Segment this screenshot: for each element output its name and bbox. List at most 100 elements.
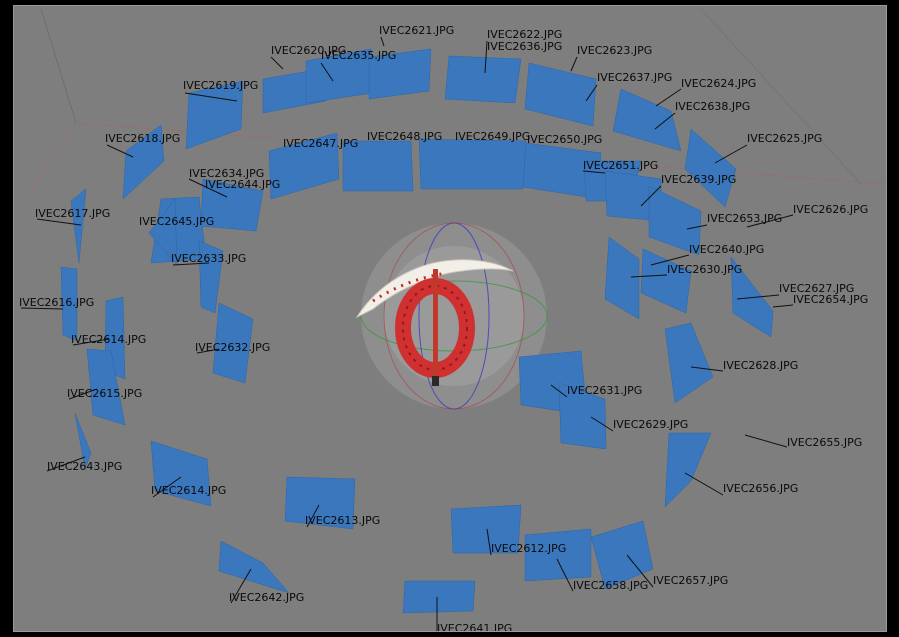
camera-label[interactable]: IVEC2621.JPG: [379, 24, 454, 37]
camera-frustum[interactable]: [664, 432, 712, 508]
camera-label-leader: [46, 456, 86, 472]
camera-frustum[interactable]: [268, 132, 340, 200]
model-group[interactable]: [355, 222, 548, 410]
camera-label[interactable]: IVEC2628.JPG: [723, 359, 798, 372]
camera-label[interactable]: IVEC2617.JPG: [35, 207, 110, 220]
camera-frustum[interactable]: [450, 504, 522, 554]
camera-label-leader: [590, 416, 614, 432]
camera-frustum[interactable]: [70, 188, 87, 264]
camera-frustum[interactable]: [150, 440, 212, 507]
camera-frustum[interactable]: [284, 476, 356, 530]
camera-label[interactable]: IVEC2656.JPG: [723, 482, 798, 495]
camera-label[interactable]: IVEC2624.JPG: [681, 77, 756, 90]
camera-label[interactable]: IVEC2614.JPG: [151, 484, 226, 497]
camera-label[interactable]: IVEC2657.JPG: [653, 574, 728, 587]
camera-label[interactable]: IVEC2625.JPG: [747, 132, 822, 145]
camera-frustum[interactable]: [122, 124, 165, 200]
camera-label[interactable]: IVEC2658.JPG: [573, 579, 648, 592]
camera-label[interactable]: IVEC2654.JPG: [793, 293, 868, 306]
camera-label-leader: [550, 384, 568, 398]
camera-label[interactable]: IVEC2635.JPG: [321, 49, 396, 62]
3d-viewport[interactable]: IVEC2621.JPG IVEC2622.JPG IVEC2636.JPG IVEC…: [13, 5, 887, 632]
camera-label[interactable]: IVEC2641.JPG: [437, 622, 512, 632]
camera-frustum[interactable]: [684, 128, 737, 208]
camera-label-leader: [714, 144, 748, 164]
camera-label[interactable]: IVEC2622.JPG: [487, 28, 562, 41]
camera-label-leader: [72, 338, 110, 346]
camera-label-leader: [68, 388, 98, 400]
camera-label[interactable]: IVEC2612.JPG: [491, 542, 566, 555]
camera-label-leader: [684, 472, 724, 496]
camera-label-leader: [380, 36, 385, 47]
camera-label-leader: [570, 56, 578, 72]
camera-frustum[interactable]: [612, 88, 682, 152]
camera-label[interactable]: IVEC2629.JPG: [613, 418, 688, 431]
camera-frustum[interactable]: [444, 55, 522, 104]
camera-frustum[interactable]: [590, 520, 654, 590]
camera-frustum[interactable]: [342, 140, 414, 192]
camera-label[interactable]: IVEC2627.JPG: [779, 282, 854, 295]
camera-frustum[interactable]: [402, 580, 476, 614]
camera-label[interactable]: IVEC2618.JPG: [105, 132, 180, 145]
camera-frustum[interactable]: [198, 240, 224, 314]
camera-label[interactable]: IVEC2613.JPG: [305, 514, 380, 527]
camera-frustum[interactable]: [86, 348, 126, 426]
camera-frustum[interactable]: [418, 138, 527, 190]
camera-label[interactable]: IVEC2632.JPG: [195, 341, 270, 354]
camera-label-leader: [486, 528, 492, 556]
camera-frustum[interactable]: [604, 236, 640, 320]
camera-frustum[interactable]: [148, 198, 178, 266]
camera-frustum[interactable]: [524, 528, 592, 582]
camera-frustum[interactable]: [640, 248, 692, 314]
camera-label[interactable]: IVEC2634.JPG: [189, 167, 264, 180]
camera-label-leader: [772, 304, 794, 308]
camera-frustum[interactable]: [730, 256, 774, 338]
camera-label[interactable]: IVEC2615.JPG: [67, 387, 142, 400]
camera-frustum[interactable]: [664, 322, 714, 404]
camera-frustum[interactable]: [60, 266, 78, 342]
camera-label[interactable]: IVEC2636.JPG: [487, 40, 562, 53]
camera-label-leader: [744, 434, 788, 448]
camera-frustum[interactable]: [218, 540, 290, 594]
camera-label[interactable]: IVEC2614.JPG: [71, 333, 146, 346]
camera-label-leader: [172, 262, 210, 266]
camera-label[interactable]: IVEC2637.JPG: [597, 71, 672, 84]
camera-label[interactable]: IVEC2623.JPG: [577, 44, 652, 57]
camera-label-leader: [188, 178, 228, 198]
pickaxe-head-detail: [372, 271, 448, 303]
camera-label[interactable]: IVEC2626.JPG: [793, 203, 868, 216]
camera-label[interactable]: IVEC2642.JPG: [229, 591, 304, 604]
camera-label[interactable]: IVEC2643.JPG: [47, 460, 122, 473]
camera-frustum[interactable]: [368, 48, 432, 100]
camera-label[interactable]: IVEC2644.JPG: [205, 178, 280, 191]
camera-label[interactable]: IVEC2647.JPG: [283, 137, 358, 150]
camera-frustum[interactable]: [524, 62, 597, 127]
camera-label[interactable]: IVEC2650.JPG: [527, 133, 602, 146]
camera-label-leader: [654, 112, 676, 130]
camera-label[interactable]: IVEC2640.JPG: [689, 243, 764, 256]
camera-label[interactable]: IVEC2649.JPG: [455, 130, 530, 143]
camera-label[interactable]: IVEC2633.JPG: [171, 252, 246, 265]
camera-frustum[interactable]: [558, 382, 607, 450]
camera-frustum[interactable]: [74, 412, 92, 470]
camera-label[interactable]: IVEC2655.JPG: [787, 436, 862, 449]
camera-label[interactable]: IVEC2631.JPG: [567, 384, 642, 397]
camera-label[interactable]: IVEC2630.JPG: [667, 263, 742, 276]
camera-label-leader: [270, 56, 284, 70]
camera-label-leader: [484, 40, 488, 74]
camera-label[interactable]: IVEC2648.JPG: [367, 130, 442, 143]
camera-frustum[interactable]: [648, 185, 702, 256]
camera-label[interactable]: IVEC2620.JPG: [271, 44, 346, 57]
camera-label[interactable]: IVEC2638.JPG: [675, 100, 750, 113]
camera-label[interactable]: IVEC2653.JPG: [707, 212, 782, 225]
camera-frustum[interactable]: [185, 80, 244, 150]
camera-label[interactable]: IVEC2619.JPG: [183, 79, 258, 92]
camera-label[interactable]: IVEC2616.JPG: [19, 296, 94, 309]
camera-label-leader: [630, 274, 668, 278]
camera-label-leader: [556, 558, 574, 592]
camera-label[interactable]: IVEC2639.JPG: [661, 173, 736, 186]
camera-label-leader: [36, 218, 82, 226]
camera-label[interactable]: IVEC2645.JPG: [139, 215, 214, 228]
camera-label[interactable]: IVEC2651.JPG: [583, 159, 658, 172]
